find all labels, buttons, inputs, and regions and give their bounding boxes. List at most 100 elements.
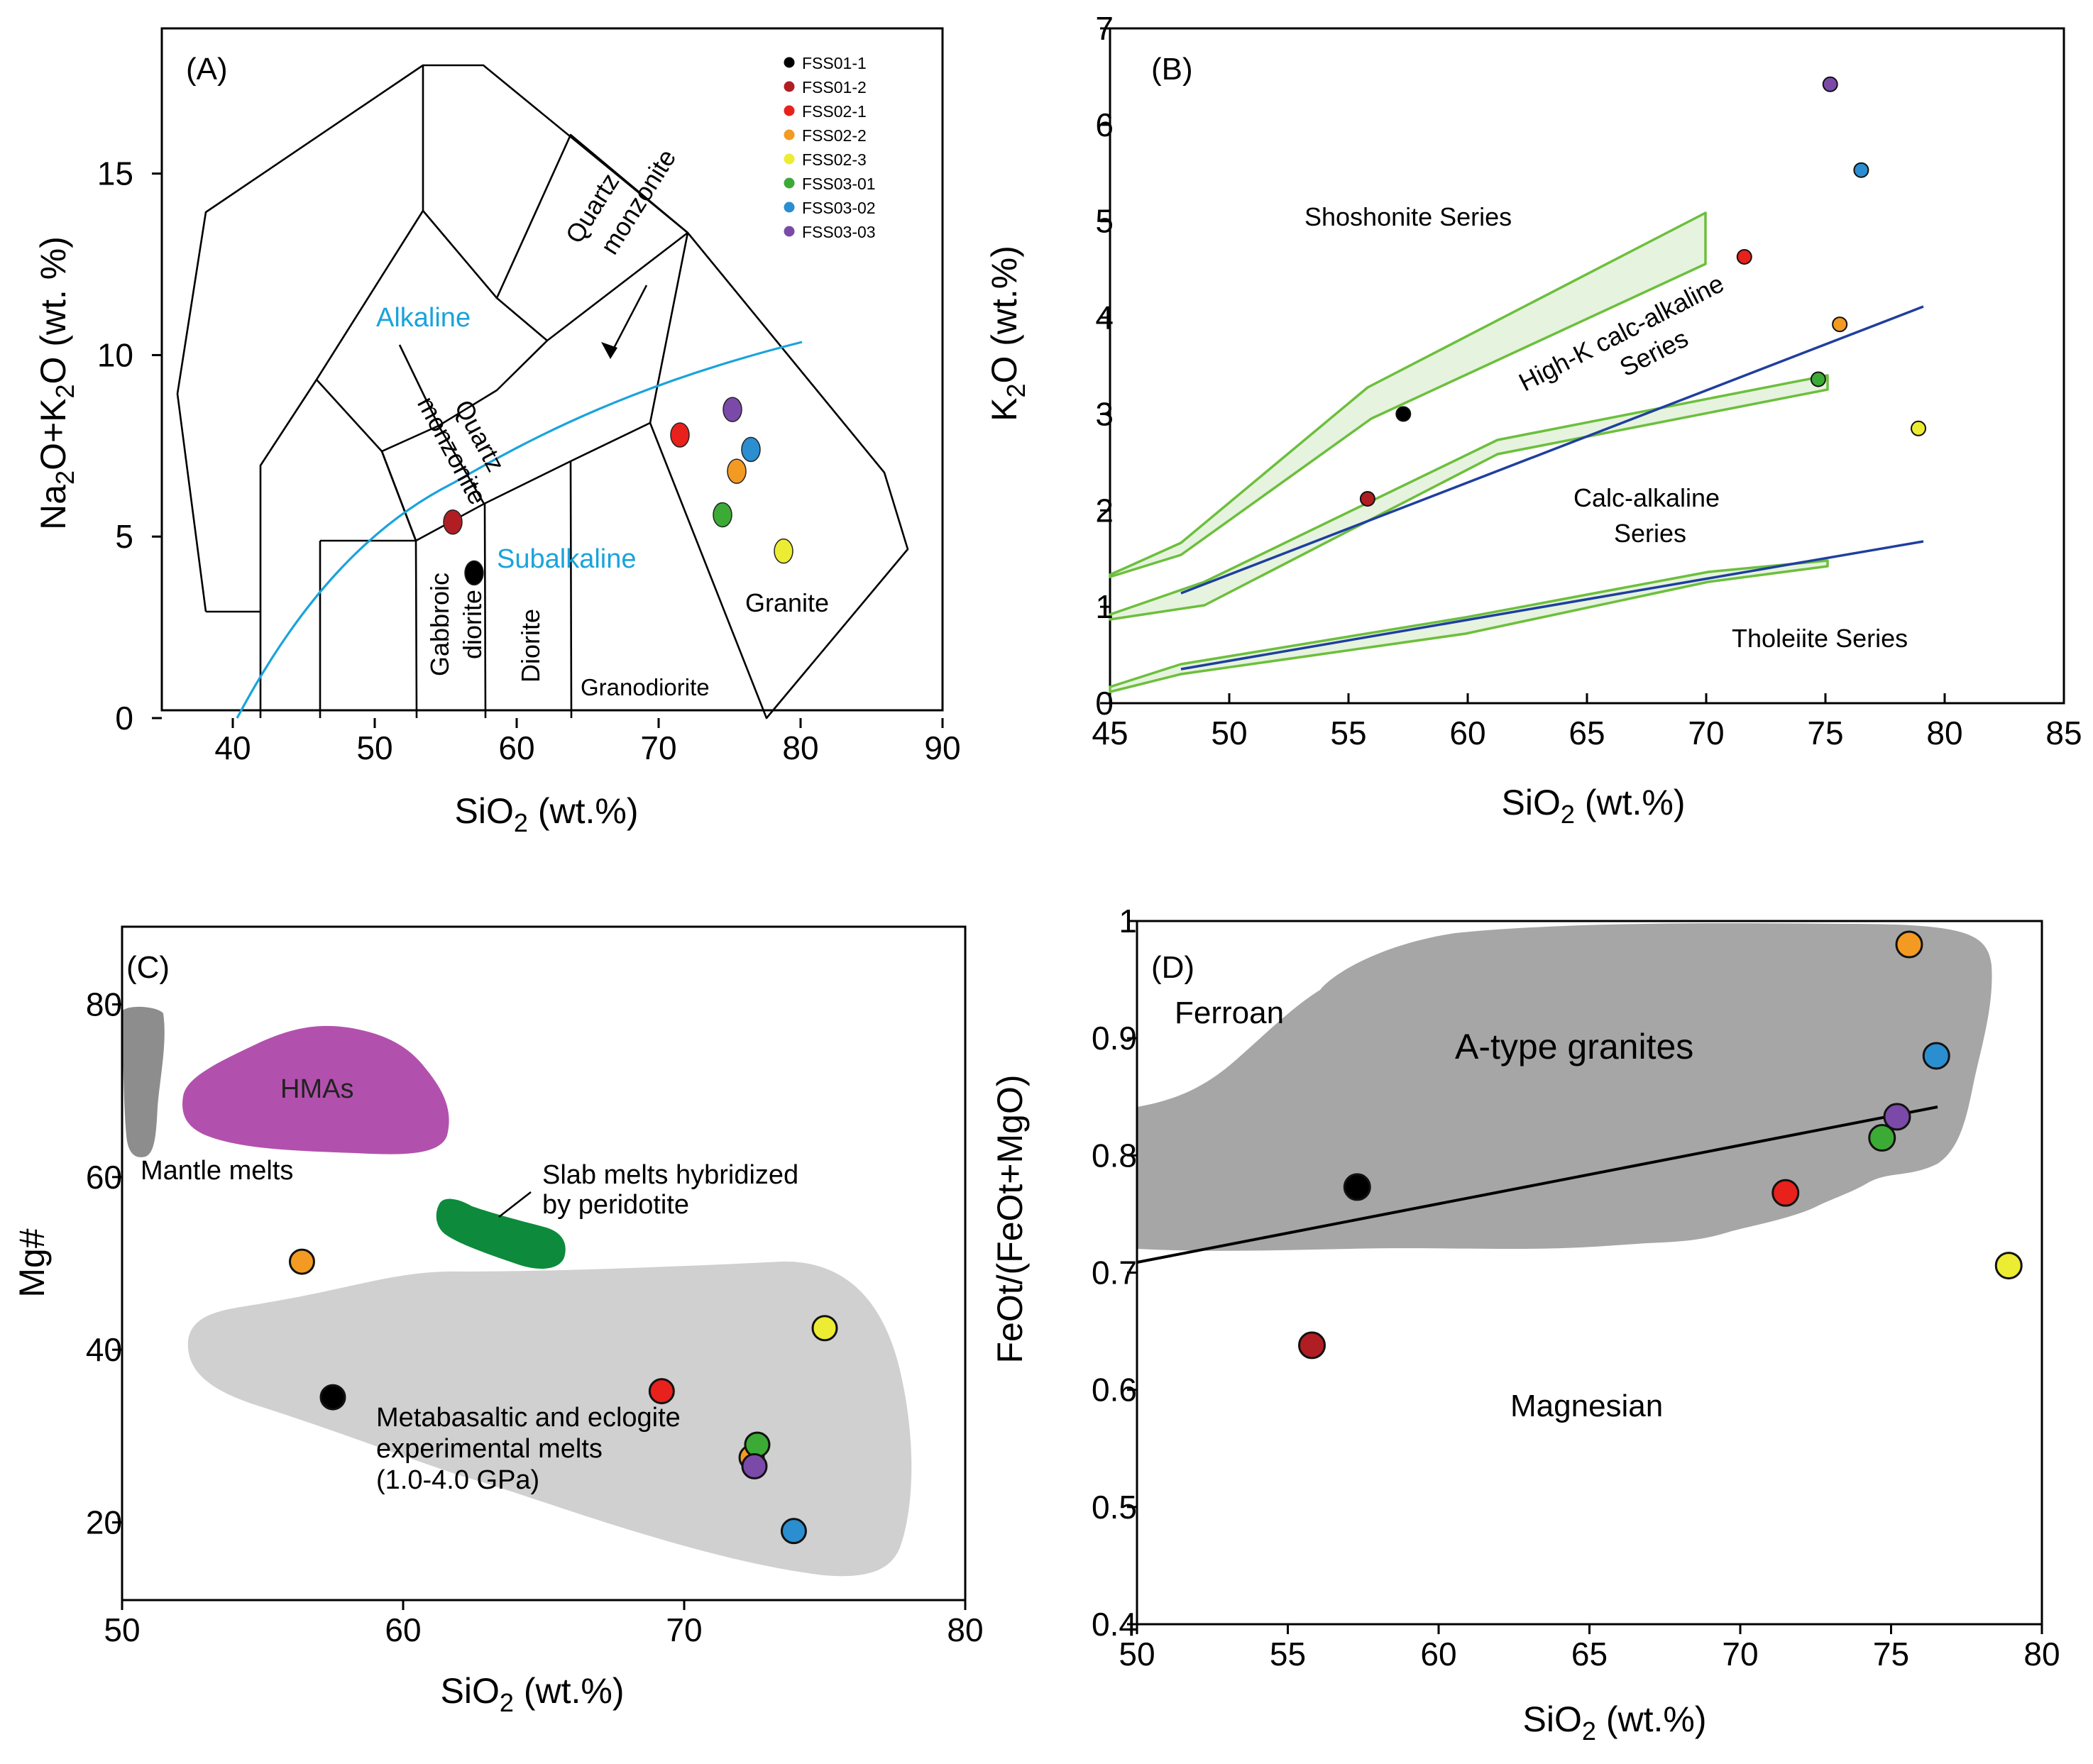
y-tick-label: 0	[1095, 685, 1114, 722]
metabasaltic-field	[187, 1261, 912, 1577]
data-point-fss01-2	[1298, 1331, 1326, 1360]
y-tick-label: 15	[97, 155, 133, 192]
data-point-fss03-03	[1883, 1103, 1911, 1131]
data-point-fss02-1	[670, 422, 690, 448]
panel-a-y-label: Na2O+K2O (wt. %)	[33, 236, 79, 530]
panel-d-field-labels: Ferroan A-type granites Magnesian	[1175, 996, 1693, 1423]
data-point-fss02-1	[1736, 248, 1752, 265]
field-label-metabasaltic: Metabasaltic and eclogite	[376, 1403, 681, 1433]
data-point-fss03-02	[1853, 162, 1869, 178]
field-label-quartz-monzonite-upper: Quartzmonzonite	[559, 125, 681, 267]
slab-melts-field	[436, 1198, 566, 1269]
field-label-granodiorite: Granodiorite	[581, 674, 710, 700]
data-point-fss02-3	[1911, 420, 1927, 436]
legend-item: FSS03-02	[784, 199, 876, 217]
data-point-fss01-1	[464, 560, 484, 586]
data-point-fss03-01	[1868, 1124, 1896, 1152]
field-label-gabbroic-diorite: Gabbroic diorite	[425, 573, 487, 676]
panel-a-points	[443, 397, 793, 586]
legend-marker	[784, 177, 795, 189]
panel-c: 50 60 70 80 20 40 60 80 (C) SiO2 (wt.%) Mg# HMA…	[12, 925, 984, 1717]
x-tick-label: 80	[782, 729, 818, 766]
y-tick-label: 1	[1095, 588, 1114, 625]
x-tick-label: 70	[640, 729, 676, 766]
field-label-a-type-granites: A-type granites	[1455, 1027, 1693, 1066]
field-label-quartz-monzonite-lower: Quartzmonzonite	[412, 377, 520, 509]
legend-marker	[784, 57, 795, 68]
data-point-fss03-01	[1810, 371, 1826, 387]
y-tick-label: 7	[1095, 10, 1114, 47]
y-tick-label: 6	[1095, 106, 1114, 143]
panel-c-field-labels: HMAs Mantle melts Slab melts hybridized …	[141, 1074, 798, 1495]
y-tick-label: 0.9	[1092, 1020, 1137, 1057]
field-label-line: diorite	[458, 590, 487, 659]
panel-d-x-label: SiO2 (wt.%)	[1523, 1699, 1707, 1746]
legend-entry: FSS03-01	[802, 175, 876, 193]
mantle-melts-field	[122, 1006, 165, 1157]
legend-marker	[784, 129, 795, 140]
x-tick-label: 80	[947, 1611, 983, 1648]
legend-marker	[784, 81, 795, 92]
panel-c-x-label: SiO2 (wt.%)	[441, 1671, 625, 1717]
slab-melts-leader-line	[498, 1191, 532, 1218]
x-tick-label: 60	[498, 729, 534, 766]
legend-marker	[784, 226, 795, 237]
legend-entry: FSS02-1	[802, 102, 867, 121]
data-point-fss03-03	[741, 1452, 768, 1479]
x-tick-label: 80	[2023, 1636, 2060, 1672]
data-point-fss03-01	[744, 1431, 771, 1458]
panel-b-label: (B)	[1151, 52, 1193, 87]
data-point-fss02-3	[774, 538, 793, 564]
y-tick-label: 0.4	[1092, 1606, 1137, 1643]
x-tick-label: 50	[1211, 715, 1247, 751]
y-tick-label: 40	[86, 1331, 122, 1368]
data-point-fss01-2	[443, 509, 463, 535]
legend-item: FSS02-3	[784, 150, 867, 169]
field-label-mantle-melts: Mantle melts	[141, 1156, 293, 1186]
panel-a-axes: 40 50 60 70 80 90 0 5 10 15	[97, 155, 961, 766]
x-tick-label: 75	[1807, 715, 1843, 751]
high-k-divider-line	[1180, 305, 1924, 595]
field-label-ferroan: Ferroan	[1175, 996, 1284, 1030]
x-tick-label: 65	[1569, 715, 1605, 751]
y-tick-label: 0.6	[1092, 1372, 1137, 1409]
data-point-fss01-1	[1395, 406, 1412, 422]
y-tick-label: 10	[97, 336, 133, 373]
field-label-calc-alkaline-series: Series	[1614, 519, 1686, 548]
y-tick-label: 4	[1095, 299, 1114, 336]
legend-entry: FSS03-02	[802, 199, 876, 217]
data-point-fss03-02	[741, 436, 761, 463]
panel-d-axes: 50 55 60 65 70 75 80 0.4 0.5 0.6 0.7 0.8 0.9 1	[1092, 903, 2060, 1672]
field-label-calc-alkaline: Calc-alkaline	[1573, 483, 1720, 512]
legend-item: FSS02-2	[784, 126, 867, 145]
field-label-shoshonite: Shoshonite Series	[1304, 202, 1512, 231]
x-tick-label: 50	[1119, 1636, 1155, 1672]
field-label-line: Gabbroic	[425, 573, 454, 676]
data-point-fss03-02	[780, 1518, 807, 1545]
legend-item: FSS01-1	[784, 54, 867, 72]
legend-item: FSS02-1	[784, 102, 867, 121]
y-tick-label: 20	[86, 1504, 122, 1541]
legend-marker	[784, 202, 795, 213]
panel-a-field-labels: Quartzmonzonite Quartzmonzonite Gabbroic…	[412, 125, 829, 700]
x-tick-label: 80	[1926, 715, 1962, 751]
y-tick-label: 1	[1119, 903, 1137, 939]
data-point-fss02-1	[648, 1378, 675, 1405]
x-tick-label: 55	[1330, 715, 1366, 751]
y-tick-label: 5	[115, 518, 133, 555]
data-point-fss02-3	[1994, 1252, 2023, 1280]
legend-marker	[784, 153, 795, 165]
panel-d-points	[1298, 930, 2023, 1360]
legend-item: FSS03-01	[784, 175, 876, 193]
legend-item: FSS03-03	[784, 223, 876, 241]
legend-entry: FSS02-3	[802, 150, 867, 169]
y-tick-label: 0.5	[1092, 1489, 1137, 1526]
x-tick-label: 70	[1688, 715, 1724, 751]
data-point-fss02-2	[1895, 930, 1923, 959]
alkaline-label: Alkaline	[376, 303, 471, 333]
panel-c-label: (C)	[126, 950, 170, 985]
legend-entry: FSS02-2	[802, 126, 867, 145]
x-tick-label: 85	[2045, 715, 2082, 751]
